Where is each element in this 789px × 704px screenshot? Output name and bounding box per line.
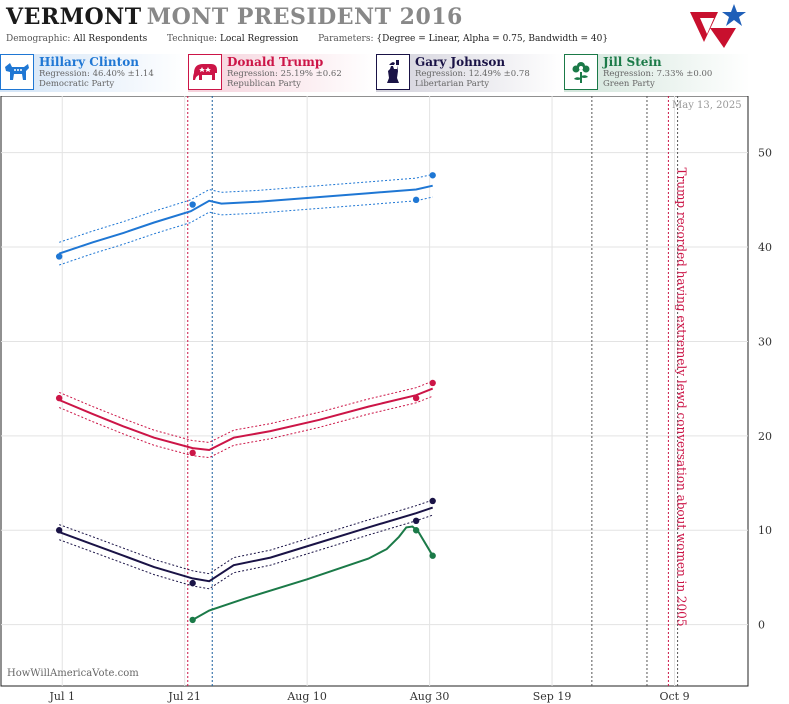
elephant-icon: [188, 54, 222, 90]
candidate-party: Libertarian Party: [415, 79, 490, 89]
annotation-text: Trump recorded having extremely lewd con…: [674, 168, 688, 627]
candidate-regression: Regression: 12.49% ±0.78: [415, 69, 530, 79]
candidate-party: Republican Party: [227, 79, 301, 89]
technique-label: Technique:: [167, 34, 218, 44]
demographic-value: All Respondents: [73, 34, 148, 44]
parameters-row: Demographic: All Respondents Technique: …: [6, 34, 608, 44]
confidence-band-lower: [59, 196, 433, 266]
candidate-party: Democratic Party: [39, 79, 115, 89]
x-tick-label: Jul 1: [48, 690, 75, 703]
candidate-card-johnson[interactable]: Gary Johnson Regression: 12.49% ±0.78 Li…: [376, 54, 562, 92]
data-point: [55, 394, 63, 402]
logo-red-lower: [710, 28, 736, 48]
trend-line: [58, 387, 434, 452]
data-point: [429, 497, 436, 505]
candidate-party: Green Party: [603, 79, 655, 89]
y-tick-label: 20: [758, 430, 772, 443]
candidate-name: Gary Johnson: [415, 55, 506, 69]
x-tick-label: Sep 19: [533, 690, 572, 703]
confidence-band-lower: [59, 395, 433, 459]
y-tick-label: 40: [758, 241, 772, 254]
donkey-icon: [0, 54, 34, 90]
trend-line: [58, 506, 434, 583]
y-tick-label: 0: [758, 619, 765, 632]
data-point: [412, 394, 420, 402]
data-point: [429, 379, 436, 387]
confidence-band-upper: [59, 380, 433, 443]
candidate-card-clinton[interactable]: Hillary Clinton Regression: 46.40% ±1.14…: [0, 54, 186, 92]
data-point: [189, 201, 196, 208]
watermark: HowWillAmericaVote.com: [7, 668, 139, 679]
trend-line: [58, 184, 433, 255]
site-logo: [690, 4, 746, 48]
technique-value: Local Regression: [219, 34, 299, 44]
confidence-band-upper: [59, 173, 433, 243]
candidate-name: Donald Trump: [227, 55, 324, 69]
data-point: [429, 172, 436, 179]
plot-area: [0, 96, 749, 687]
x-tick-label: Aug 10: [286, 690, 327, 703]
parameters-value: {Degree = Linear, Alpha = 0.75, Bandwidt…: [376, 34, 609, 44]
candidate-card-trump[interactable]: Donald Trump Regression: 25.19% ±0.62 Re…: [188, 54, 374, 92]
data-point: [412, 527, 420, 534]
logo-white-inner: [700, 18, 714, 34]
data-point: [189, 449, 196, 457]
title-state: VERMONT: [6, 4, 142, 30]
date-stamp: May 13, 2025: [672, 100, 742, 111]
flower-icon: [564, 54, 598, 90]
candidate-regression: Regression: 46.40% ±1.14: [39, 69, 154, 79]
data-point: [189, 579, 196, 587]
data-point: [55, 527, 63, 534]
x-tick-label: Aug 30: [409, 690, 450, 703]
page-title: VERMONT MONT PRESIDENT 2016: [6, 4, 463, 34]
y-tick-label: 10: [758, 524, 772, 537]
statue-of-liberty-icon: [376, 54, 410, 90]
confidence-band-upper: [59, 499, 433, 575]
candidate-regression: Regression: 25.19% ±0.62: [227, 69, 342, 79]
x-tick-label: Oct 9: [659, 690, 689, 703]
data-point: [189, 616, 196, 624]
y-tick-label: 30: [758, 335, 772, 348]
candidate-name: Hillary Clinton: [39, 55, 139, 69]
y-tick-label: 50: [758, 147, 772, 160]
data-point: [412, 517, 420, 524]
confidence-band-lower: [59, 514, 433, 590]
title-race: MONT PRESIDENT 2016: [146, 4, 463, 30]
candidate-name: Jill Stein: [603, 55, 662, 69]
candidate-card-stein[interactable]: Jill Stein Regression: 7.33% ±0.00 Green…: [564, 54, 750, 92]
parameters-label: Parameters:: [318, 34, 374, 44]
demographic-label: Demographic:: [6, 34, 71, 44]
candidate-regression: Regression: 7.33% ±0.00: [603, 69, 713, 79]
logo-star-icon: [722, 4, 746, 26]
data-point: [55, 253, 63, 260]
chart-canvas: 0 10 20 30 40 50 Jul 1 Jul 21 Aug 10 Aug 30 Sep 19…: [0, 96, 772, 703]
x-tick-label: Jul 21: [167, 690, 201, 703]
data-point: [412, 196, 420, 204]
data-point: [429, 552, 436, 559]
